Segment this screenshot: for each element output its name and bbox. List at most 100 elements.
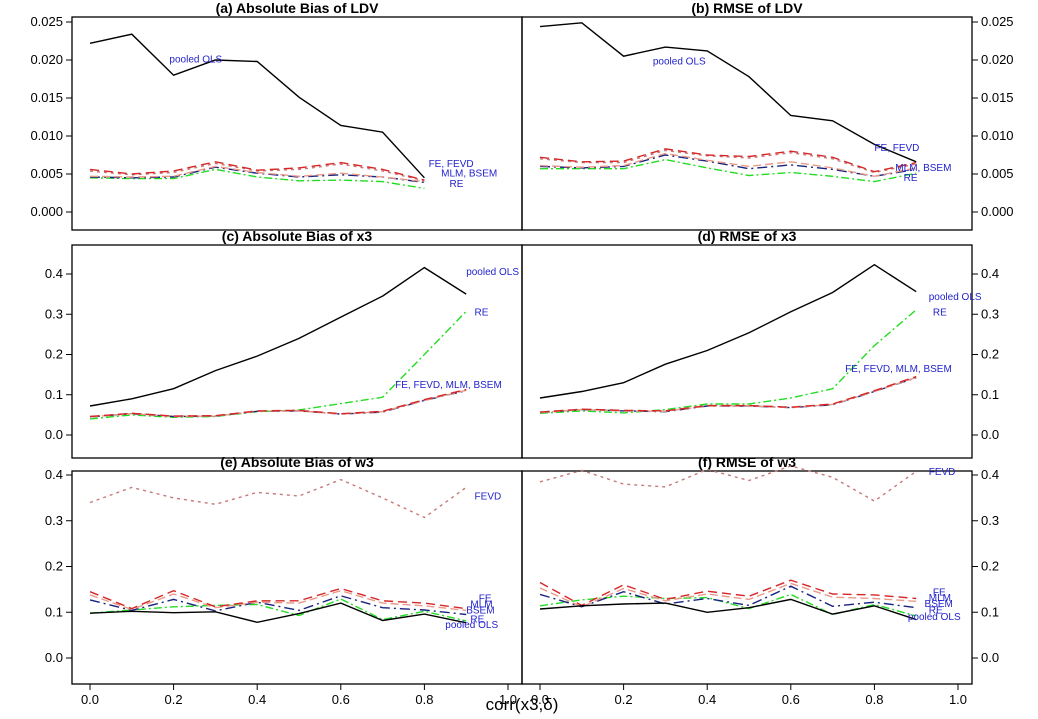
y-tick-label: 0.4 — [981, 467, 999, 482]
panel-title: (a) Absolute Bias of LDV — [216, 0, 379, 16]
series-line-fevd — [539, 149, 917, 174]
series-line-fevd — [539, 376, 917, 413]
series-line-pooled-ols — [539, 598, 917, 621]
y-tick-label: 0.0 — [981, 427, 999, 442]
series-annotation: pooled OLS — [908, 612, 961, 623]
y-tick-label: 0.1 — [45, 387, 63, 402]
series-annotation: FE, FEVD — [429, 159, 474, 170]
series-line-fe — [89, 161, 425, 181]
x-tick-label: 0.6 — [782, 692, 800, 707]
series-line-fevd — [89, 478, 467, 519]
series-annotation: MLM, BSEM — [441, 168, 497, 179]
x-tick-label: 0.4 — [248, 692, 266, 707]
x-tick-label: 0.0 — [531, 692, 549, 707]
y-tick-label: 0.020 — [30, 52, 63, 67]
series-line-fevd — [89, 389, 467, 418]
y-tick-label: 0.3 — [981, 513, 999, 528]
panel-title: (c) Absolute Bias of x3 — [222, 228, 373, 244]
panel-title: (e) Absolute Bias of w3 — [220, 454, 374, 470]
series-annotation: BSEM — [466, 606, 494, 617]
y-tick-label: 0.005 — [981, 166, 1014, 181]
y-tick-label: 0.025 — [981, 14, 1014, 29]
series-annotation: FE, FEVD — [874, 143, 919, 154]
series-line-bsem — [89, 595, 467, 616]
series-annotation: FEVD — [929, 467, 956, 478]
series-annotation: FE — [479, 594, 492, 605]
panel-f: (f) RMSE of w3 0.0 0.1 0.2 0.3 0.4 0.0 0.2 0.4 0.… — [521, 454, 999, 707]
y-tick-label: 0.015 — [981, 90, 1014, 105]
x-tick-label: 0.8 — [415, 692, 433, 707]
panel-d: (d) RMSE of x3 0.0 0.1 0.2 0.3 0.4 pooled OLS R… — [521, 228, 999, 459]
series-annotation: RE — [475, 307, 489, 318]
series-annotation: MLM, BSEM — [895, 163, 951, 174]
x-tick-label: 1.0 — [949, 692, 967, 707]
panel-frame — [521, 470, 973, 685]
y-tick-label: 0.4 — [981, 266, 999, 281]
panel-frame — [521, 244, 973, 459]
series-line-mlm — [539, 582, 917, 608]
series-annotation: RE — [470, 614, 484, 625]
series-line-mlm — [89, 389, 467, 418]
series-annotation: RE — [929, 606, 943, 617]
y-tick-label: 0.2 — [45, 347, 63, 362]
y-tick-label: 0.000 — [30, 204, 63, 219]
y-tick-label: 0.2 — [981, 559, 999, 574]
y-tick-label: 0.000 — [981, 204, 1014, 219]
y-tick-label: 0.0 — [981, 650, 999, 665]
y-tick-label: 0.2 — [45, 559, 63, 574]
series-annotation: FE — [933, 587, 946, 598]
x-tick-label: 0.4 — [698, 692, 716, 707]
y-tick-label: 0.4 — [45, 467, 63, 482]
series-line-pooled-ols — [539, 22, 917, 163]
x-tick-label: 0.6 — [332, 692, 350, 707]
series-line-mlm — [539, 376, 917, 414]
series-annotation: pooled OLS — [169, 54, 222, 65]
y-tick-label: 0.015 — [30, 90, 63, 105]
series-line-fe — [89, 388, 467, 418]
series-line-fevd — [89, 162, 425, 182]
y-tick-label: 0.010 — [30, 128, 63, 143]
x-axis-label: corr(x3,δ) — [486, 695, 559, 714]
panel-frame — [71, 470, 523, 685]
panel-frame — [521, 16, 973, 231]
series-annotation: MLM — [470, 600, 492, 611]
series-line-fe — [539, 148, 917, 173]
panel-a: (a) Absolute Bias of LDV 0.000 0.005 0.010 0… — [30, 0, 523, 231]
series-annotation: RE — [904, 173, 918, 184]
panel-frame — [71, 16, 523, 231]
y-tick-label: 0.025 — [30, 14, 63, 29]
series-line-pooled-ols — [89, 602, 467, 624]
panel-title: (b) RMSE of LDV — [691, 0, 803, 16]
series-annotation: FE, FEVD, MLM, BSEM — [845, 364, 952, 375]
panel-b: (b) RMSE of LDV 0.000 0.005 0.010 0.015 0.020… — [521, 0, 1014, 231]
series-annotation: pooled OLS — [445, 620, 498, 631]
series-line-re — [540, 158, 917, 183]
y-tick-label: 0.0 — [45, 427, 63, 442]
y-tick-label: 0.3 — [981, 306, 999, 321]
y-tick-label: 0.3 — [45, 306, 63, 321]
y-tick-label: 0.1 — [981, 387, 999, 402]
series-annotation: FEVD — [475, 492, 502, 503]
y-tick-label: 0.2 — [981, 347, 999, 362]
series-annotation: RE — [449, 179, 463, 190]
x-tick-label: 0.2 — [615, 692, 633, 707]
series-line-re — [89, 598, 467, 622]
series-line-re — [89, 168, 425, 190]
x-tick-label: 0.0 — [81, 692, 99, 707]
series-annotation: pooled OLS — [466, 267, 519, 278]
series-line-fe — [89, 587, 467, 610]
x-tick-label: 1.0 — [499, 692, 517, 707]
series-line-bsem — [539, 585, 917, 609]
series-line-fe — [539, 375, 917, 413]
series-annotation: pooled OLS — [929, 292, 982, 303]
series-line-pooled-ols — [539, 263, 917, 399]
series-line-pooled-ols — [89, 266, 467, 407]
series-line-mlm — [89, 165, 425, 183]
x-tick-label: 0.2 — [165, 692, 183, 707]
series-line-pooled-ols — [89, 33, 425, 179]
y-tick-label: 0.3 — [45, 513, 63, 528]
series-line-bsem — [539, 377, 917, 414]
y-tick-label: 0.020 — [981, 52, 1014, 67]
panel-frame — [71, 244, 523, 459]
